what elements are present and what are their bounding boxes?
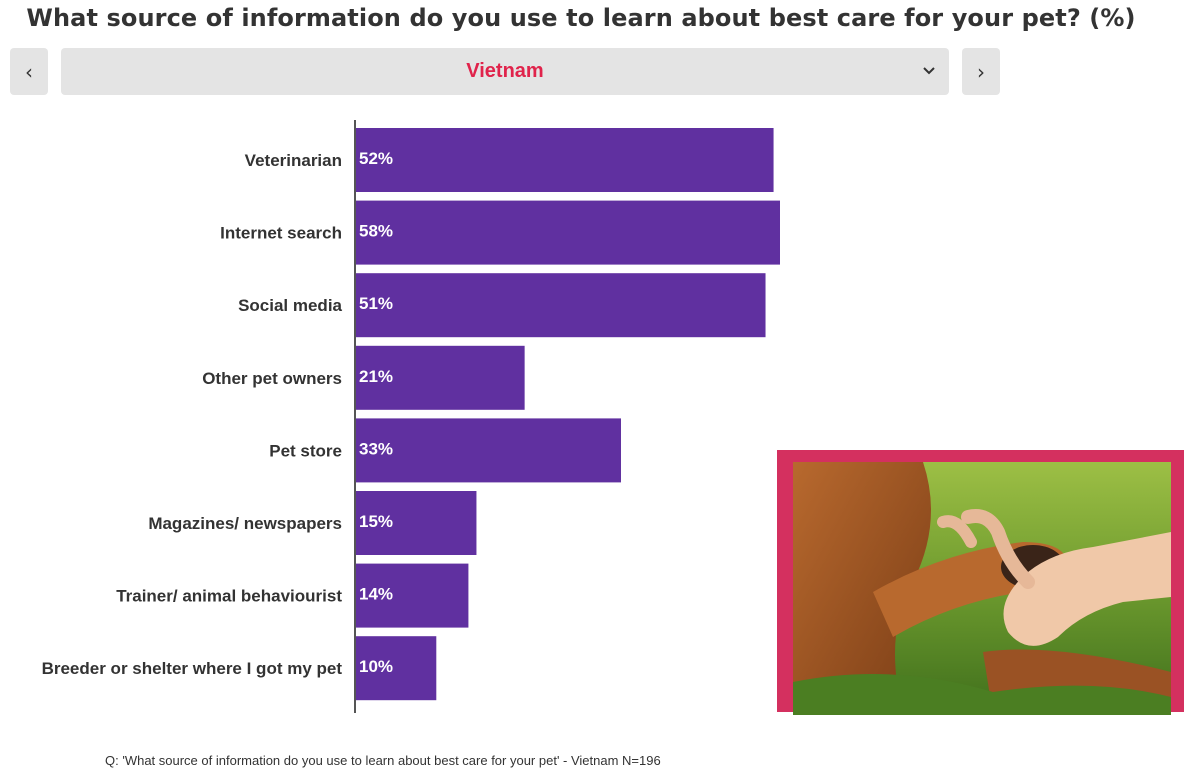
bar [356,273,766,338]
data-label: 21% [359,367,393,386]
category-label: Veterinarian [245,151,342,170]
category-label: Internet search [220,224,342,243]
chevron-left-icon: ‹ [25,59,33,84]
country-select-value: Vietnam [466,60,544,82]
bar [356,418,621,483]
data-label: 10% [359,657,393,676]
data-label: 52% [359,149,393,168]
chevron-right-icon: › [977,59,985,84]
bar [356,491,477,555]
category-label: Pet store [269,441,342,460]
bar [356,636,437,701]
bar-chart: Veterinarian 52% Internet search 58% Social … [42,120,780,713]
bar [356,200,780,265]
chart-title: What source of information do you use to… [26,4,1136,32]
data-label: 15% [359,512,393,531]
data-label: 14% [359,585,393,604]
category-label: Other pet owners [202,369,342,388]
data-label: 58% [359,222,393,241]
bar [356,128,774,192]
footnote: Q: 'What source of information do you us… [105,753,661,768]
category-label: Social media [238,296,342,315]
category-label: Magazines/ newspapers [148,514,342,533]
next-button[interactable]: › [962,48,1000,95]
category-label: Breeder or shelter where I got my pet [42,659,343,678]
chevron-down-icon [923,67,935,75]
bar [356,563,469,628]
country-select[interactable]: Vietnam [61,48,949,95]
data-label: 51% [359,294,393,313]
dog-paw-hand-photo [793,462,1171,715]
bar [356,345,525,410]
data-label: 33% [359,439,393,458]
category-label: Trainer/ animal behaviourist [116,587,342,606]
previous-button[interactable]: ‹ [10,48,48,95]
